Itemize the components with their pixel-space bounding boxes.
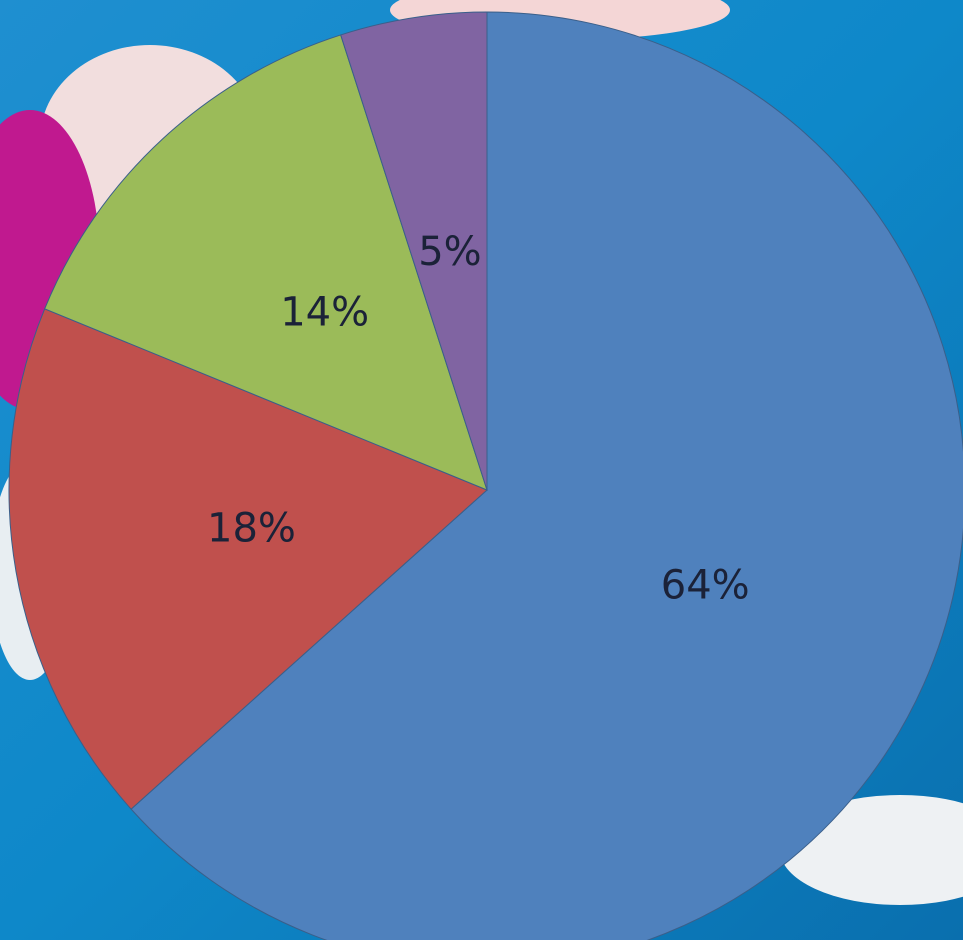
pie-slice [44, 34, 488, 491]
data-label: 64% [661, 562, 750, 608]
data-label: 18% [207, 506, 296, 552]
pie-slice [8, 308, 488, 810]
pie: 64% 18% 14% 5% [8, 11, 963, 940]
data-label: 5% [418, 229, 481, 275]
data-label: 14% [280, 290, 369, 336]
pie-slice [130, 11, 963, 940]
pie-slice [340, 11, 488, 491]
